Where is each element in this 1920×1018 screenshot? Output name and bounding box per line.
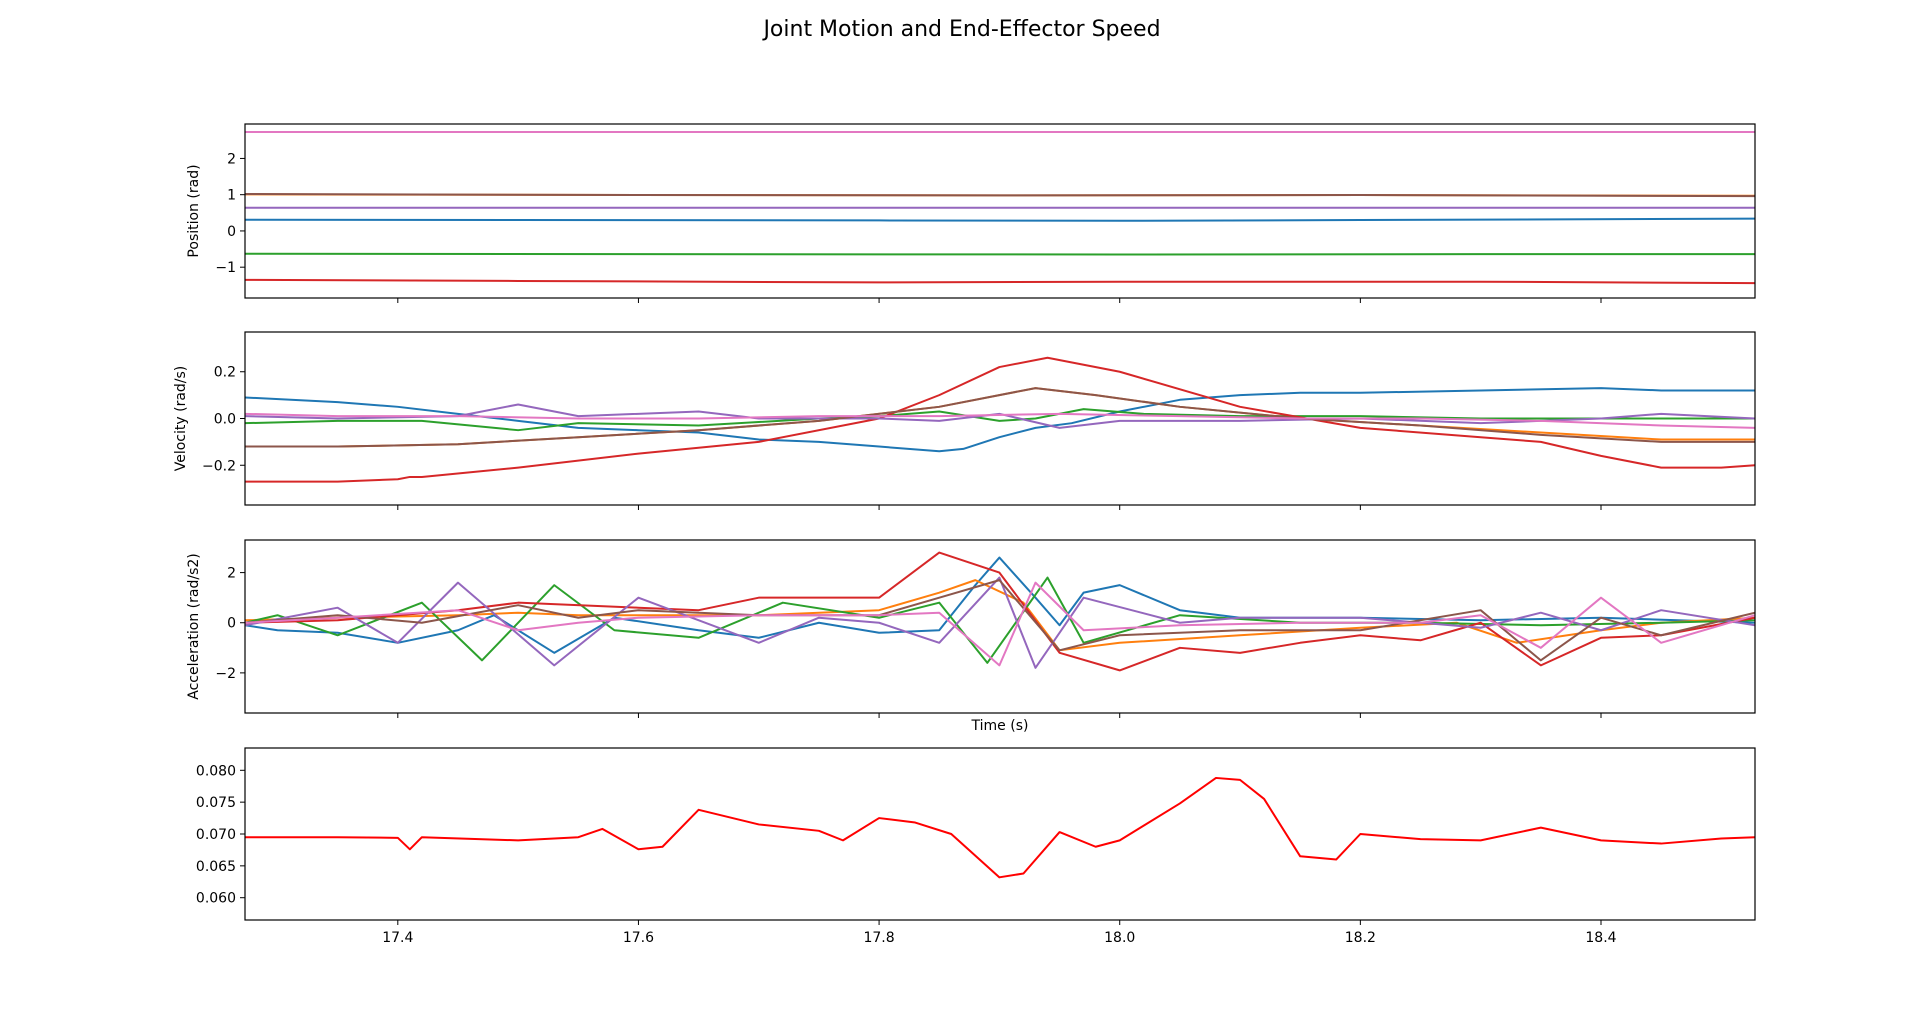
axes-frame [244, 123, 1756, 299]
acceleration-subplot: −2 0 2 Acceleration (rad/s2) Time (s) [186, 539, 1756, 734]
axes-frame [244, 539, 1756, 714]
y-tick-label: 0.2 [214, 365, 236, 381]
series-line-4 [245, 551, 1755, 672]
series-line-1 [245, 217, 1755, 222]
series-line-6 [245, 387, 1755, 448]
y-axis-label: Acceleration (rad/s2) [186, 553, 202, 700]
y-axis-label: Position (rad) [186, 164, 202, 257]
y-tick-label: −1 [215, 260, 236, 276]
axes-frame [244, 747, 1756, 921]
series-line-6 [245, 579, 1755, 662]
series-line-1 [245, 776, 1755, 879]
y-axis-label: Velocity (rad/s) [173, 366, 189, 472]
x-tick-label: 17.8 [863, 930, 894, 946]
series-line-1 [245, 387, 1755, 453]
series-line-4 [245, 278, 1755, 285]
series-group [245, 356, 1755, 483]
x-axis-label: Time (s) [971, 718, 1029, 734]
y-tick-label: 0.080 [196, 763, 236, 779]
x-tick-label: 18.2 [1345, 930, 1376, 946]
series-line-7 [245, 412, 1755, 429]
y-tick-label: 1 [227, 188, 236, 204]
series-group [245, 130, 1755, 285]
y-tick-label: 0.065 [196, 859, 236, 875]
figure-title: Joint Motion and End-Effector Speed [761, 17, 1160, 42]
series-line-6 [245, 192, 1755, 198]
series-line-3 [245, 252, 1755, 256]
y-tick-label: 0.060 [196, 891, 236, 907]
y-tick-label: 0.070 [196, 827, 236, 843]
velocity-subplot: −0.2 0.0 0.2 Velocity (rad/s) [173, 331, 1756, 510]
x-tick-label: 18.0 [1104, 930, 1135, 946]
x-tick-label: 18.4 [1585, 930, 1616, 946]
x-tick-label: 17.6 [623, 930, 654, 946]
y-tick-label: −0.2 [202, 458, 236, 474]
y-tick-label: 0 [227, 224, 236, 240]
series-group [245, 551, 1755, 672]
series-group [245, 776, 1755, 879]
y-tick-label: −2 [215, 666, 236, 682]
y-tick-label: 0.075 [196, 795, 236, 811]
y-tick-label: 0.0 [214, 412, 236, 428]
x-tick-label: 17.4 [382, 930, 413, 946]
end-effector-speed-subplot: 0.060 0.065 0.070 0.075 0.080 17.4 17.6 17.8 18.… [196, 747, 1756, 946]
y-tick-label: 2 [227, 566, 236, 582]
series-line-4 [245, 356, 1755, 483]
y-tick-label: 2 [227, 151, 236, 167]
position-subplot: −1 0 1 2 Position (rad) [186, 123, 1756, 303]
y-tick-label: 0 [227, 616, 236, 632]
series-line-5 [245, 403, 1755, 429]
series-line-7 [245, 581, 1755, 667]
